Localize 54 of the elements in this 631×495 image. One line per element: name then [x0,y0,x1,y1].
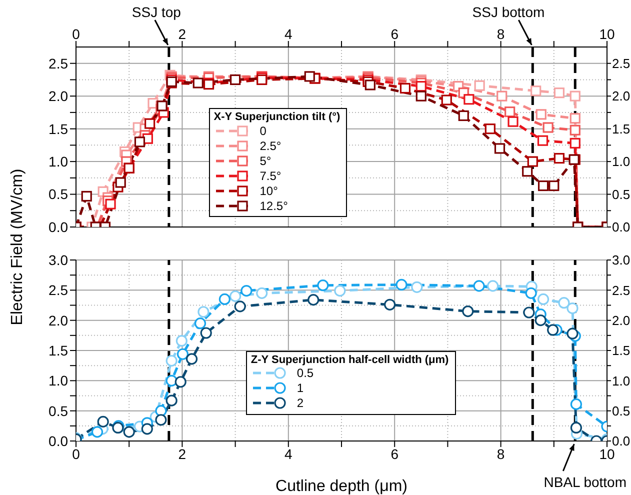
legend-title: X-Y Superjunction tilt (°) [214,111,340,124]
y-tick-label: 1.0 [48,154,68,170]
legend-label: 10° [260,184,278,198]
x2-tick-label: 0 [72,26,80,42]
x-tick-label: 10 [599,446,615,462]
y2-tick-label: 2.0 [612,312,630,328]
x2-tick-label: 6 [390,26,399,42]
y2-tick-label: 0.0 [612,434,630,449]
legend-label: 5° [260,154,272,168]
y-tick-label: 2.0 [48,312,68,328]
y2-tick-label: 2.5 [612,56,630,71]
x2-tick-label: 2 [178,26,186,42]
y-tick-label: 1.0 [48,372,68,389]
x2-tick-label: 10 [599,26,615,42]
x-tick-label: 0 [72,446,80,462]
legend-label: 7.5° [260,168,282,183]
x2-tick-label: 4 [284,26,292,42]
ref-line-label: SSJ bottom [472,4,545,20]
y2-tick-label: 0.5 [612,186,630,202]
y2-tick-label: 1.5 [612,343,630,358]
y2-tick-label: 2.5 [612,282,630,298]
y-tick-label: 1.5 [48,120,68,137]
y-tick-label: 0.0 [48,218,68,235]
y2-tick-label: 1.0 [612,373,630,388]
legend-label: 2 [296,396,304,410]
y-tick-label: 0.5 [48,186,68,202]
x2-tick-label: 8 [496,26,505,42]
y-tick-label: 2.0 [48,88,68,104]
legend-label: 0 [260,124,266,138]
y-tick-label: 2.5 [48,55,68,72]
y-tick-label: 0.0 [48,432,68,449]
legend-label: 0.5 [296,366,314,380]
x-tick-label: 6 [390,446,399,462]
y2-tick-label: 0.5 [612,403,630,418]
y-tick-label: 3.0 [48,252,68,268]
x-tick-label: 4 [284,446,292,462]
y2-tick-label: 3.0 [612,252,630,268]
legend-label: 12.5° [260,198,288,213]
x-tick-label: 2 [178,446,186,462]
y-tick-label: 0.5 [48,402,68,419]
legend-label: 2.5° [260,138,282,153]
y-tick-label: 1.5 [48,342,68,358]
x-axis-title: Cutline depth (μm) [276,478,408,495]
y2-tick-label: 2.0 [612,88,630,104]
legend-label: 1 [296,381,304,395]
y-axis-title: Electric Field (MV/cm) [9,168,26,326]
y2-tick-label: 0.0 [612,220,630,235]
ref-line-label: NBAL bottom [544,474,627,490]
x-tick-label: 8 [496,446,505,462]
y-tick-label: 2.5 [48,282,68,298]
y2-tick-label: 1.0 [612,154,630,170]
legend-title: Z-Y Superjunction half-cell width (μm) [250,354,449,366]
ref-line-label: SSJ top [132,4,182,20]
y2-tick-label: 1.5 [612,121,630,136]
